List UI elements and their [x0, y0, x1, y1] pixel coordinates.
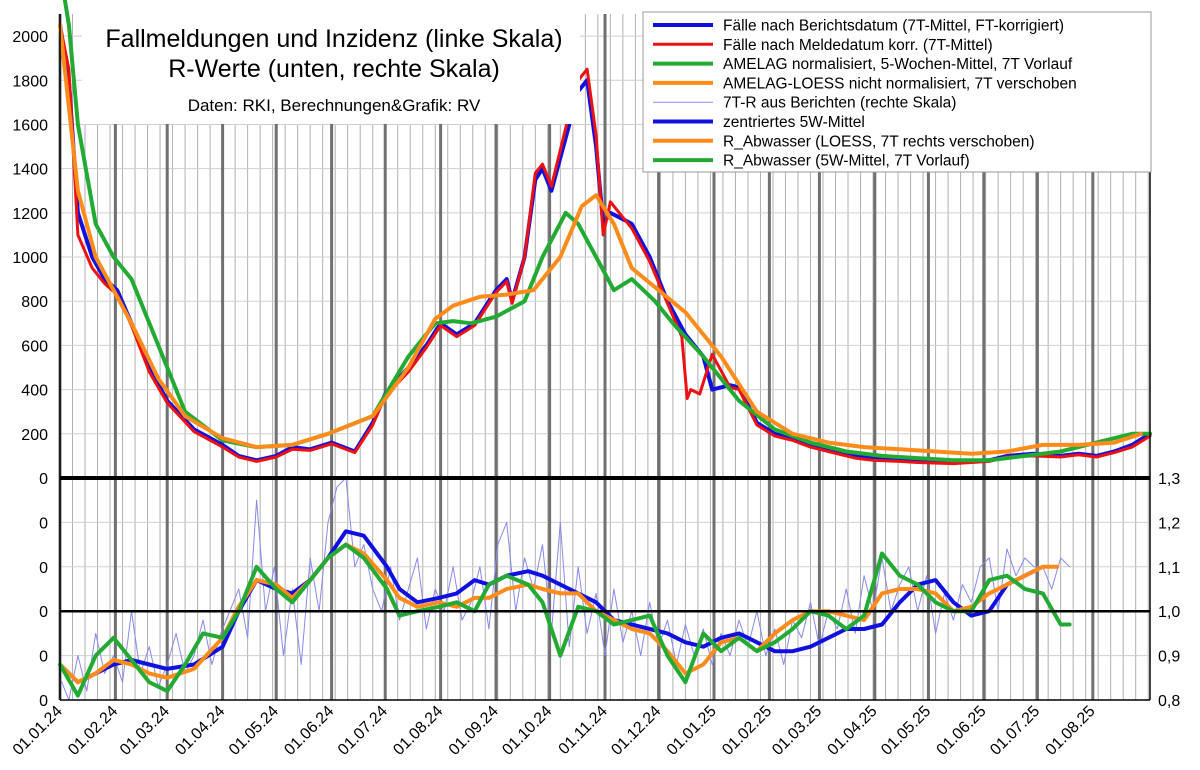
title-block: Fallmeldungen und Inzidenz (linke Skala)… — [82, 14, 580, 124]
title-box — [82, 14, 580, 124]
left-lower-tick-label: 0 — [39, 649, 48, 666]
legend-entry: AMELAG normalisiert, 5-Wochen-Mittel, 7T… — [723, 56, 1073, 73]
legend-box — [642, 11, 1152, 173]
series-line — [59, 477, 1071, 701]
left-tick-label: 400 — [21, 383, 48, 400]
series-line — [58, 23, 1144, 456]
legend-entry: R_Abwasser (LOESS, 7T rechts verschoben) — [723, 133, 1035, 150]
legend-entry: AMELAG-LOESS nicht normalisiert, 7T vers… — [723, 75, 1077, 92]
left-tick-label: 0 — [39, 471, 48, 488]
left-tick-label: 1200 — [12, 206, 48, 223]
left-tick-label: 600 — [21, 338, 48, 355]
legend-entry: zentriertes 5W-Mittel — [723, 114, 865, 131]
source-note: Daten: RKI, Berechnungen&Grafik: RV — [188, 96, 481, 115]
right-tick-label: 1,3 — [1158, 471, 1180, 488]
series-line — [62, 0, 1152, 463]
left-tick-label: 1000 — [12, 250, 48, 267]
left-tick-label: 1800 — [12, 73, 48, 90]
legend: Fälle nach Berichtsdatum (7T-Mittel, FT-… — [642, 11, 1152, 173]
series-line — [58, 542, 1072, 698]
left-tick-label: 800 — [21, 294, 48, 311]
left-lower-tick-label: 0 — [39, 693, 48, 710]
legend-entry: Fälle nach Berichtsdatum (7T-Mittel, FT-… — [723, 18, 1064, 35]
right-tick-label: 0,9 — [1158, 649, 1180, 666]
left-lower-tick-label: 0 — [39, 604, 48, 621]
legend-entry: R_Abwasser (5W-Mittel, 7T Vorlauf) — [723, 153, 970, 170]
right-tick-label: 0,8 — [1158, 693, 1180, 710]
left-lower-tick-label: 0 — [39, 515, 48, 532]
right-tick-label: 1,2 — [1158, 515, 1180, 532]
series-line — [58, 23, 1152, 466]
title-line2: R-Werte (unten, rechte Skala) — [168, 55, 500, 83]
left-tick-label: 200 — [21, 427, 48, 444]
legend-entry: 7T-R aus Berichten (rechte Skala) — [723, 95, 956, 112]
title-line1: Fallmeldungen und Inzidenz (linke Skala) — [105, 25, 562, 53]
series-layer — [58, 0, 1152, 701]
right-tick-label: 1,0 — [1158, 604, 1180, 621]
left-tick-label: 1400 — [12, 162, 48, 179]
left-tick-label: 1600 — [12, 117, 48, 134]
left-lower-tick-label: 0 — [39, 560, 48, 577]
legend-entry: Fälle nach Meldedatum korr. (7T-Mittel) — [723, 37, 993, 54]
right-tick-label: 1,1 — [1158, 560, 1180, 577]
left-tick-label: 2000 — [12, 29, 48, 46]
